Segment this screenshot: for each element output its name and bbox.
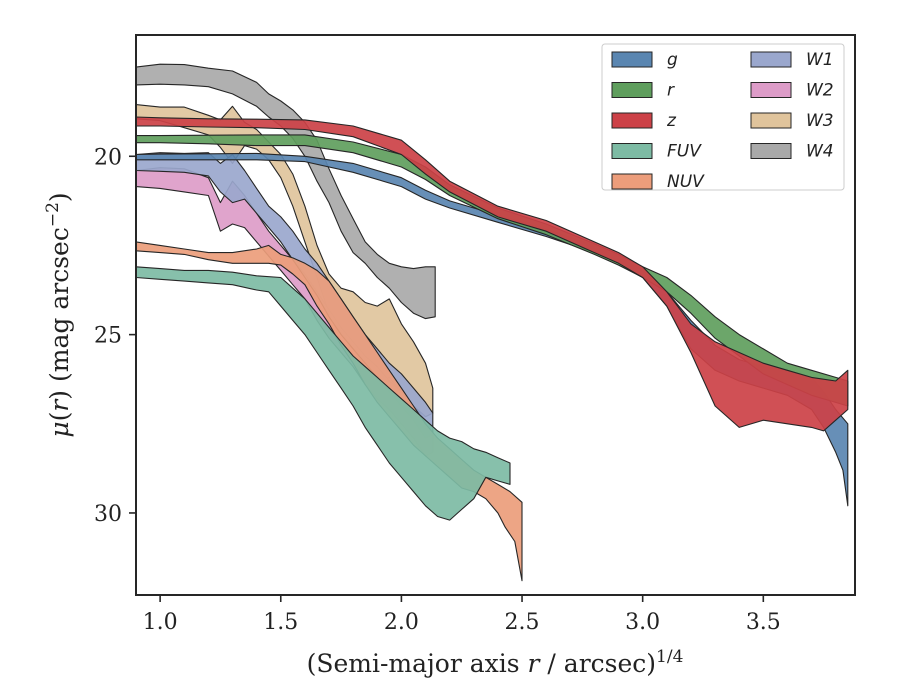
legend-label-fuv: FUV [667, 142, 702, 162]
x-tick-label: 3.5 [746, 610, 781, 635]
legend-label-r: r [667, 81, 675, 101]
legend-label-w1: W1 [806, 50, 834, 70]
x-axis-label: (Semi-major axis r / arcsec)1/4 [307, 647, 684, 678]
band-z [136, 116, 849, 432]
legend-swatch-w4 [750, 143, 792, 159]
legend-swatch-w1 [750, 51, 792, 68]
legend-label-nuv: NUV [667, 172, 705, 192]
x-tick-label: 1.5 [263, 610, 298, 635]
legend-label-w4: W4 [806, 142, 834, 162]
legend-swatch-w3 [750, 112, 792, 129]
y-axis-ticks: 20 25 30 [94, 145, 136, 527]
plot-frame [135, 34, 856, 596]
legend-swatch-r [611, 82, 653, 98]
legend-swatch-w2 [750, 82, 792, 98]
y-axis-label: μ(r) (mag arcsec−2) [43, 192, 74, 437]
y-tick-label: 20 [94, 145, 122, 170]
band-w4 [136, 63, 436, 320]
legend-label-g: g [667, 50, 678, 70]
band-g [136, 152, 849, 507]
legend-label-w2: W2 [806, 81, 834, 101]
legend-swatch-fuv [611, 143, 653, 159]
y-tick-label: 25 [94, 324, 122, 349]
legend: grz FUV NUV W1 W2 W3 W4 [601, 43, 845, 192]
x-tick-label: 2.5 [505, 610, 540, 635]
legend-label-z: z [666, 111, 677, 131]
x-axis-ticks: 1.0 1.5 2.0 2.5 3.0 3.5 [143, 595, 781, 635]
x-tick-label: 2.0 [384, 610, 419, 635]
x-tick-label: 3.0 [625, 610, 660, 635]
legend-label-w3: W3 [806, 111, 834, 131]
legend-swatch-z [611, 112, 653, 129]
y-tick-label: 30 [94, 502, 122, 527]
x-tick-label: 1.0 [143, 610, 178, 635]
legend-swatch-g [611, 51, 653, 68]
profile-bands [136, 63, 849, 582]
band-fuv [136, 266, 511, 521]
band-nuv [136, 241, 523, 582]
legend-swatch-nuv [611, 173, 653, 190]
